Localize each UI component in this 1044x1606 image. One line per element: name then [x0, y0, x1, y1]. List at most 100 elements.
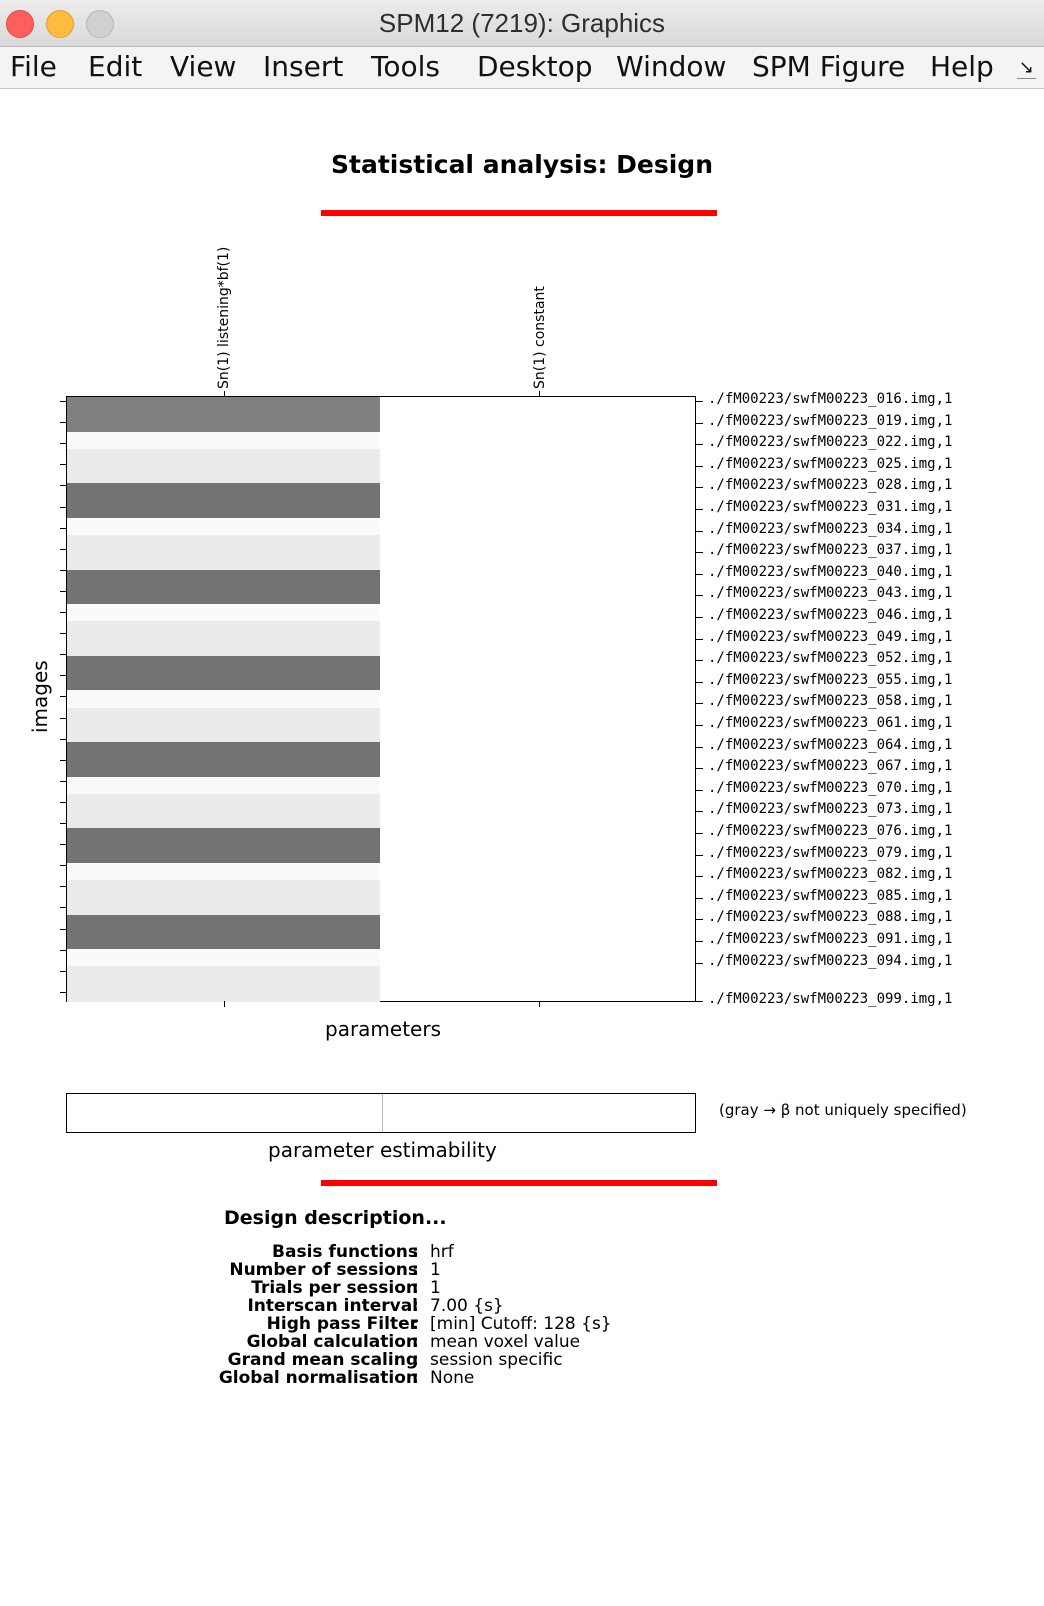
- regressor-band: [67, 466, 380, 484]
- matrix-left-tick: [60, 970, 67, 972]
- matrix-right-tick: [696, 422, 703, 424]
- menu-spm-figure[interactable]: SPM Figure: [752, 50, 906, 83]
- matrix-left-tick: [60, 801, 67, 803]
- matrix-right-tick: [696, 897, 703, 899]
- close-window-button[interactable]: [6, 10, 34, 38]
- regressor-band: [67, 483, 380, 502]
- matrix-right-tick: [696, 509, 703, 510]
- description-row: Global calculation: mean voxel value: [100, 1332, 900, 1352]
- image-label: ./fM00223/swfM00223_061.img,1: [708, 715, 953, 731]
- image-label: ./fM00223/swfM00223_034.img,1: [708, 520, 953, 537]
- matrix-right-tick: [696, 595, 703, 597]
- matrix-left-tick: [60, 633, 67, 635]
- menu-help[interactable]: Help: [930, 50, 994, 83]
- description-row: Global normalisation: None: [100, 1368, 900, 1388]
- menu-window[interactable]: Window: [616, 50, 727, 83]
- description-row: Trials per session:1: [100, 1278, 900, 1298]
- menu-edit[interactable]: Edit: [88, 50, 143, 83]
- toolbar-overflow-icon[interactable]: ↘: [1016, 57, 1036, 79]
- description-colon: :: [412, 1260, 419, 1280]
- menu-file[interactable]: File: [10, 50, 57, 83]
- matrix-right-tick: [696, 465, 703, 467]
- regressor-band: [67, 793, 380, 812]
- menu-view[interactable]: View: [170, 50, 237, 83]
- regressor-band: [67, 397, 380, 415]
- matrix-left-tick: [60, 422, 67, 424]
- image-label: ./fM00223/swfM00223_067.img,1: [708, 758, 953, 775]
- matrix-right-tick: [696, 1001, 703, 1002]
- regressor-band: [67, 742, 380, 760]
- regressor-band: [67, 862, 380, 881]
- matrix-left-tick: [60, 780, 67, 782]
- window-title: SPM12 (7219): Graphics: [378, 8, 666, 38]
- column-label-constant: Sn(1) constant: [532, 286, 548, 389]
- matrix-right-tick: [696, 552, 703, 554]
- estimability-note: (gray → β not uniquely specified): [719, 1101, 967, 1119]
- regressor-band: [67, 845, 380, 864]
- description-key: High pass Filter: [266, 1314, 418, 1334]
- regressor-band: [67, 448, 380, 467]
- parameter-estimability-bar: [66, 1093, 696, 1133]
- description-colon: :: [412, 1278, 419, 1298]
- matrix-left-tick: [60, 865, 67, 867]
- menu-insert[interactable]: Insert: [263, 50, 344, 83]
- regressor-band: [67, 638, 380, 657]
- menu-desktop[interactable]: Desktop: [477, 50, 593, 83]
- regressor-band: [67, 949, 380, 968]
- regressor-band: [67, 707, 380, 726]
- regressor-band: [67, 690, 380, 709]
- regressor-band: [67, 552, 380, 571]
- matrix-right-tick: [696, 725, 703, 726]
- matrix-right-tick: [696, 703, 703, 705]
- image-label: ./fM00223/swfM00223_043.img,1: [708, 585, 953, 602]
- description-key: Number of sessions: [229, 1260, 418, 1280]
- image-label: ./fM00223/swfM00223_040.img,1: [708, 563, 953, 580]
- matrix-left-tick: [60, 675, 67, 677]
- zoom-window-button[interactable]: [86, 10, 114, 38]
- matrix-left-tick: [60, 590, 67, 592]
- matrix-left-tick: [60, 464, 67, 466]
- image-label: ./fM00223/swfM00223_070.img,1: [708, 779, 953, 796]
- estimability-label: parameter estimability: [268, 1138, 497, 1162]
- description-row: Grand mean scaling: session specific: [100, 1350, 900, 1370]
- matrix-xtick-bottom: [224, 1001, 225, 1007]
- description-key: Basis functions: [272, 1242, 418, 1262]
- design-matrix: [60, 391, 703, 1007]
- regressor-band: [67, 811, 380, 829]
- description-row: Interscan interval:7.00 {s}: [100, 1296, 900, 1316]
- regressor-band: [67, 931, 380, 950]
- menubar: File Edit View Insert Tools Desktop Wind…: [0, 47, 1044, 89]
- title-underline: [321, 210, 717, 216]
- description-colon: :: [412, 1242, 419, 1262]
- description-key: Grand mean scaling: [227, 1350, 418, 1370]
- matrix-left-tick: [60, 949, 67, 951]
- regressor-band: [67, 586, 380, 605]
- description-row: Basis functions: hrf: [100, 1242, 900, 1262]
- x-axis-label: parameters: [325, 1017, 442, 1041]
- description-key: Global calculation: [246, 1332, 418, 1352]
- matrix-left-tick: [60, 612, 67, 613]
- regressor-band: [67, 535, 380, 553]
- matrix-left-tick: [60, 844, 67, 846]
- matrix-right-tick: [696, 638, 703, 640]
- image-label: ./fM00223/swfM00223_073.img,1: [708, 801, 953, 818]
- description-value: 1: [430, 1278, 441, 1298]
- image-label: ./fM00223/swfM00223_058.img,1: [708, 693, 953, 710]
- matrix-right-tick: [696, 941, 703, 942]
- description-value: [min] Cutoff: 128 {s}: [430, 1314, 612, 1334]
- menu-tools[interactable]: Tools: [371, 50, 440, 83]
- description-value: 7.00 {s}: [430, 1296, 504, 1316]
- regressor-band: [67, 776, 380, 795]
- matrix-right-tick: [696, 573, 703, 575]
- matrix-left-tick: [60, 401, 67, 402]
- image-label: ./fM00223/swfM00223_025.img,1: [708, 455, 953, 472]
- image-label: ./fM00223/swfM00223_091.img,1: [708, 931, 953, 947]
- matrix-right-tick: [696, 768, 703, 770]
- minimize-window-button[interactable]: [46, 10, 74, 38]
- matrix-xtick-top: [539, 391, 540, 397]
- regressor-band: [67, 828, 380, 847]
- regressor-band: [67, 897, 380, 916]
- image-label: ./fM00223/swfM00223_076.img,1: [708, 823, 953, 839]
- matrix-left-tick: [60, 991, 67, 993]
- regressor-band: [67, 517, 380, 536]
